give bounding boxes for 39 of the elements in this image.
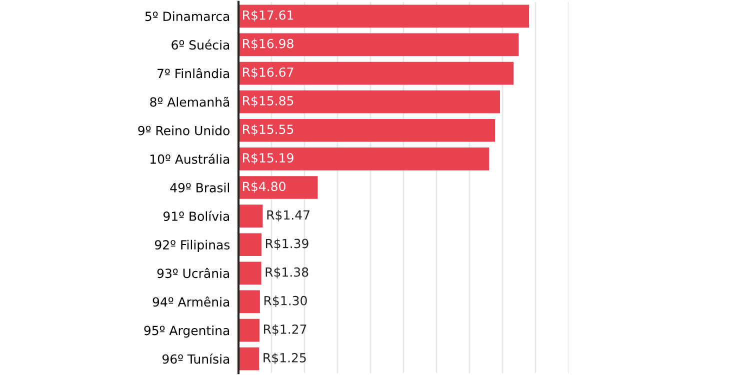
bar [238, 62, 514, 85]
data-label: R$1.27 [264, 324, 306, 336]
bar [238, 204, 263, 228]
bar [238, 347, 260, 370]
bar [238, 318, 260, 342]
bar [238, 290, 260, 314]
data-label: R$17.61 [243, 10, 294, 22]
bar [238, 233, 262, 256]
data-label: R$15.55 [243, 124, 294, 136]
bar [238, 118, 496, 142]
bar [238, 262, 262, 285]
y-tick-label: 9º Reino Unido [138, 126, 230, 136]
data-label: R$1.30 [264, 296, 307, 308]
data-label: R$1.38 [266, 267, 308, 278]
y-tick-label: 49º Brasil [170, 182, 229, 192]
y-tick-label: 8º Alemanhã [150, 96, 230, 107]
bar [238, 148, 490, 170]
bar [238, 176, 318, 199]
y-tick-label: 91º Bolívia [163, 210, 230, 221]
y-tick-label: 10º Austrália [150, 154, 230, 164]
y-tick-label: 6º Suécia [172, 39, 230, 50]
y-tick-label: 5º Dinamarca [145, 11, 230, 22]
y-tick-label: 92º Filipinas [154, 240, 230, 252]
data-label: R$16.98 [243, 38, 294, 50]
data-label: R$15.85 [243, 96, 294, 108]
y-tick-label: 94º Armênia [152, 296, 230, 307]
bar [238, 90, 500, 114]
bar [238, 4, 530, 28]
data-label: R$1.25 [264, 352, 306, 364]
y-tick-label: 95º Argentina [144, 326, 230, 338]
data-label: R$15.19 [243, 152, 294, 164]
data-label: R$4.80 [243, 181, 286, 193]
y-tick-label: 7º Finlândia [158, 68, 230, 78]
y-tick-label: 96º Tunísia [162, 354, 230, 364]
data-label: R$16.67 [243, 67, 294, 79]
bar [238, 33, 519, 56]
data-label: R$1.39 [266, 238, 308, 250]
data-label: R$1.47 [267, 210, 310, 222]
y-tick-label: 93º Ucrânia [157, 268, 230, 278]
